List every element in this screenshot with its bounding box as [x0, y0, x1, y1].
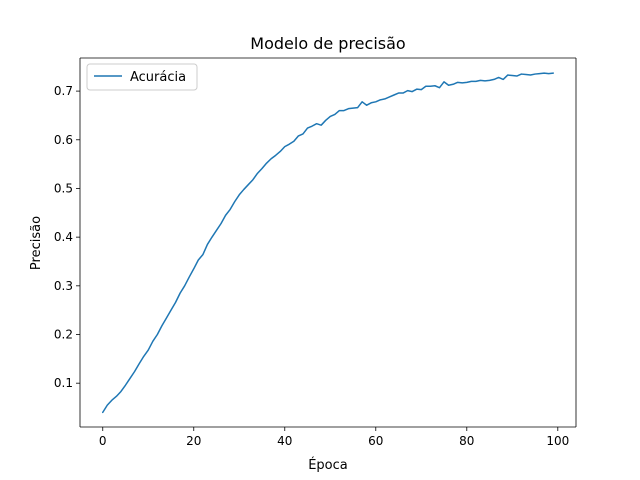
y-tick-label: 0.6 — [54, 133, 73, 147]
x-tick-label: 20 — [186, 434, 201, 448]
y-tick-label: 0.2 — [54, 328, 73, 342]
series-line-accuracy — [102, 72, 554, 414]
y-axis-ticks: 0.1 0.2 0.3 0.4 0.5 0.6 0.7 — [54, 84, 80, 390]
x-tick-label: 80 — [459, 434, 474, 448]
x-axis-label: Época — [308, 457, 348, 473]
x-tick-label: 100 — [546, 434, 569, 448]
x-tick-label: 40 — [277, 434, 292, 448]
legend-box — [86, 63, 198, 91]
y-axis-label: Precisão — [29, 216, 44, 270]
legend: Acurácia — [86, 63, 198, 91]
y-tick-label: 0.3 — [54, 279, 73, 293]
x-tick-label: 0 — [99, 434, 107, 448]
legend-label-accuracy: Acurácia — [130, 70, 186, 85]
y-tick-label: 0.4 — [54, 230, 73, 244]
axes-frame — [79, 57, 577, 428]
x-tick-label: 60 — [368, 434, 383, 448]
x-axis-ticks: 0 20 40 60 80 100 — [99, 427, 569, 448]
y-tick-label: 0.5 — [54, 181, 73, 195]
y-tick-label: 0.7 — [54, 84, 73, 98]
plot-area — [80, 58, 576, 427]
y-tick-label: 0.1 — [54, 376, 73, 390]
chart-title: Modelo de precisão — [250, 34, 405, 53]
series-layer — [102, 72, 554, 414]
